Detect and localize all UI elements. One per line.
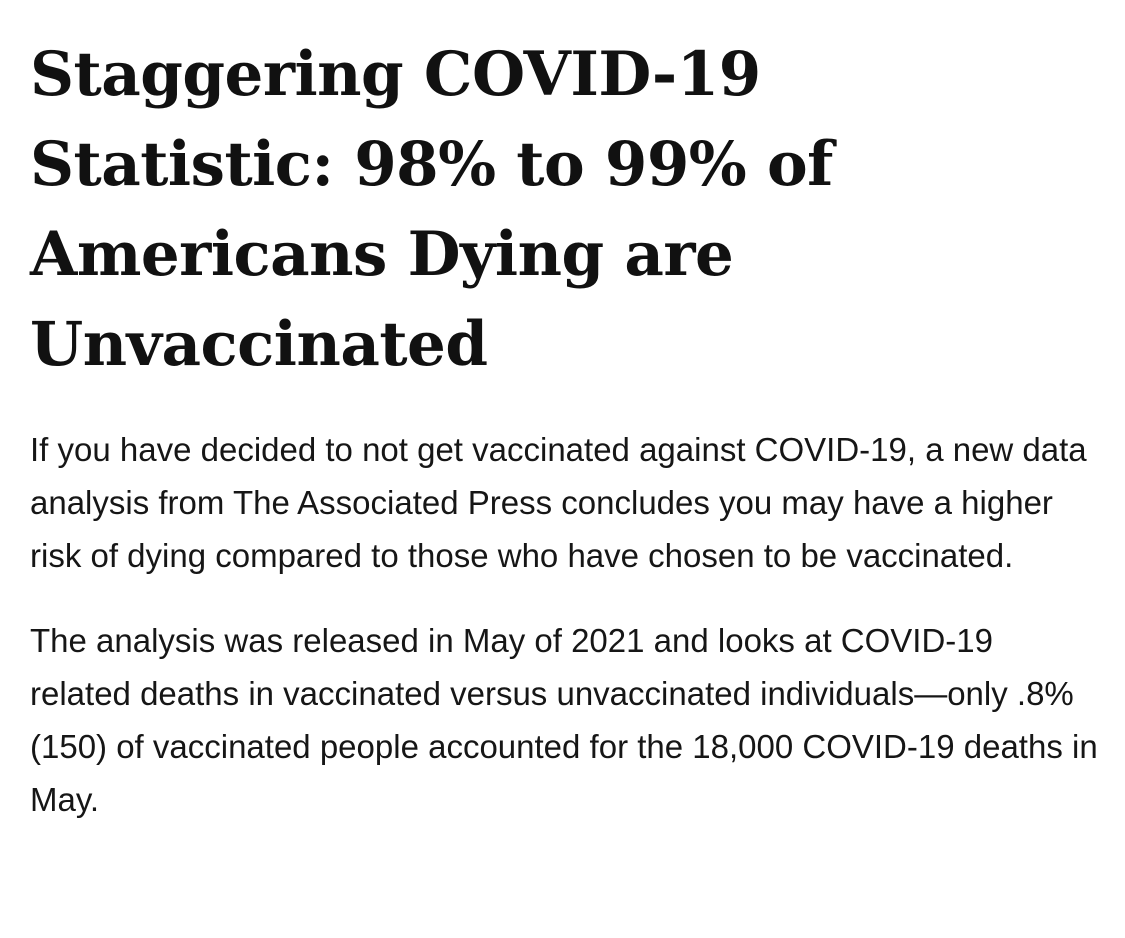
article: Staggering COVID-19 Statistic: 98% to 99…	[30, 30, 1100, 826]
article-paragraph-2: The analysis was released in May of 2021…	[30, 622, 1098, 818]
article-paragraph-1: If you have decided to not get vaccinate…	[30, 431, 1087, 574]
article-headline: Staggering COVID-19 Statistic: 98% to 99…	[30, 39, 833, 380]
